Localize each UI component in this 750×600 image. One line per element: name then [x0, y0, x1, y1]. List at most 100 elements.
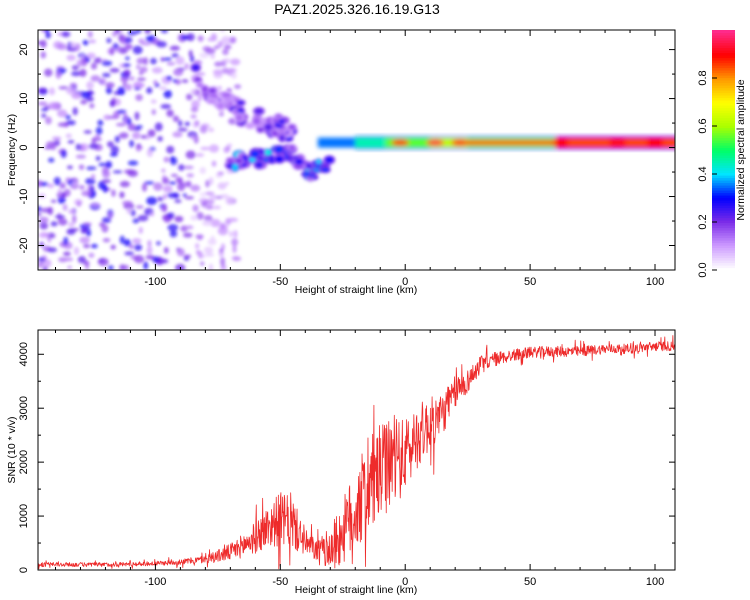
noise-blob [134, 244, 143, 251]
noise-blob [70, 71, 82, 77]
noise-blob [102, 237, 111, 243]
noise-blob [70, 42, 77, 49]
branch-core [302, 172, 311, 177]
noise-blob [90, 173, 96, 180]
noise-blob [136, 64, 141, 70]
x-tick-label: 100 [646, 576, 664, 588]
tone-segment [317, 137, 358, 148]
colorbar-step [712, 42, 735, 46]
noise-blob [110, 145, 120, 155]
noise-blob [40, 39, 47, 48]
noise-blob [143, 57, 149, 66]
branch-core [194, 77, 201, 82]
colorbar-gradient [712, 30, 735, 271]
noise-blob [130, 209, 136, 217]
colorbar-step [712, 132, 735, 136]
colorbar-step [712, 157, 735, 161]
noise-blob [219, 248, 224, 253]
noise-blob [136, 57, 146, 65]
noise-blob [191, 100, 200, 109]
noise-blob [147, 129, 156, 138]
colorbar-step [712, 182, 735, 186]
noise-blob [54, 214, 66, 219]
branch-core [254, 161, 264, 169]
colorbar-step [712, 82, 735, 86]
colorbar-step [712, 202, 735, 206]
colorbar-tick-label: 0.6 [697, 118, 709, 133]
noise-blob [149, 212, 155, 217]
colorbar-step [712, 192, 735, 196]
colorbar-step [712, 100, 735, 104]
noise-blob [47, 206, 54, 216]
x-tick-label: 50 [524, 576, 536, 588]
branch-core [264, 123, 273, 131]
noise-blob [172, 115, 180, 123]
branch-core [236, 100, 245, 106]
noise-blob [166, 109, 174, 117]
colorbar-step [712, 205, 735, 209]
noise-blob [177, 183, 186, 192]
noise-blob [86, 52, 96, 59]
noise-blob [140, 134, 147, 139]
tone-peak [426, 139, 445, 146]
noise-blob [63, 236, 69, 246]
y-tick-label: 1000 [18, 504, 30, 528]
noise-blob [199, 52, 210, 59]
noise-blob [150, 99, 157, 104]
noise-blob [111, 97, 117, 106]
colorbar-step [712, 197, 735, 201]
noise-blob [138, 38, 145, 44]
colorbar-step [712, 262, 735, 266]
noise-blob [39, 222, 49, 230]
noise-blob [41, 113, 47, 118]
noise-blob [232, 256, 242, 262]
noise-blob [186, 180, 192, 188]
noise-blob [102, 72, 111, 78]
noise-blob [71, 65, 79, 71]
noise-blob [68, 221, 75, 228]
noise-blob [223, 58, 231, 64]
noise-blob [134, 83, 146, 87]
noise-blob [146, 196, 158, 206]
colorbar-step [712, 80, 735, 84]
noise-blob [66, 54, 76, 61]
branch-core [321, 167, 330, 173]
snr-xlabel: Height of straight line (km) [295, 584, 418, 596]
colorbar-step [712, 52, 735, 56]
noise-blob [184, 196, 195, 200]
ascending-branch [225, 143, 336, 182]
colorbar-step [712, 187, 735, 191]
noise-blob [39, 241, 44, 247]
branch-core [288, 124, 296, 130]
colorbar-step [712, 107, 735, 111]
colorbar-step [712, 267, 735, 271]
colorbar-step [712, 255, 735, 259]
noise-blob [50, 199, 57, 203]
noise-blob [48, 87, 56, 96]
noise-blob [97, 119, 104, 126]
noise-blob [42, 266, 48, 270]
branch-core [278, 119, 286, 124]
noise-blob [162, 177, 170, 185]
colorbar-step [712, 245, 735, 249]
noise-blob [47, 183, 55, 189]
noise-blob [57, 122, 69, 127]
noise-blob [217, 40, 224, 48]
noise-blob [208, 176, 214, 186]
noise-blob [102, 169, 111, 179]
noise-blob [110, 244, 116, 250]
noise-blob [232, 244, 237, 254]
noise-blob [190, 215, 198, 221]
noise-blob [127, 160, 139, 166]
colorbar-step [712, 75, 735, 79]
noise-blob [153, 80, 158, 85]
noise-blob [65, 114, 71, 120]
noise-blob [93, 57, 102, 64]
tone-segment [355, 137, 388, 148]
colorbar-step [712, 215, 735, 219]
noise-blob [50, 221, 58, 227]
noise-blob [173, 68, 184, 77]
noise-blob [71, 214, 77, 224]
noise-blob [86, 81, 94, 90]
